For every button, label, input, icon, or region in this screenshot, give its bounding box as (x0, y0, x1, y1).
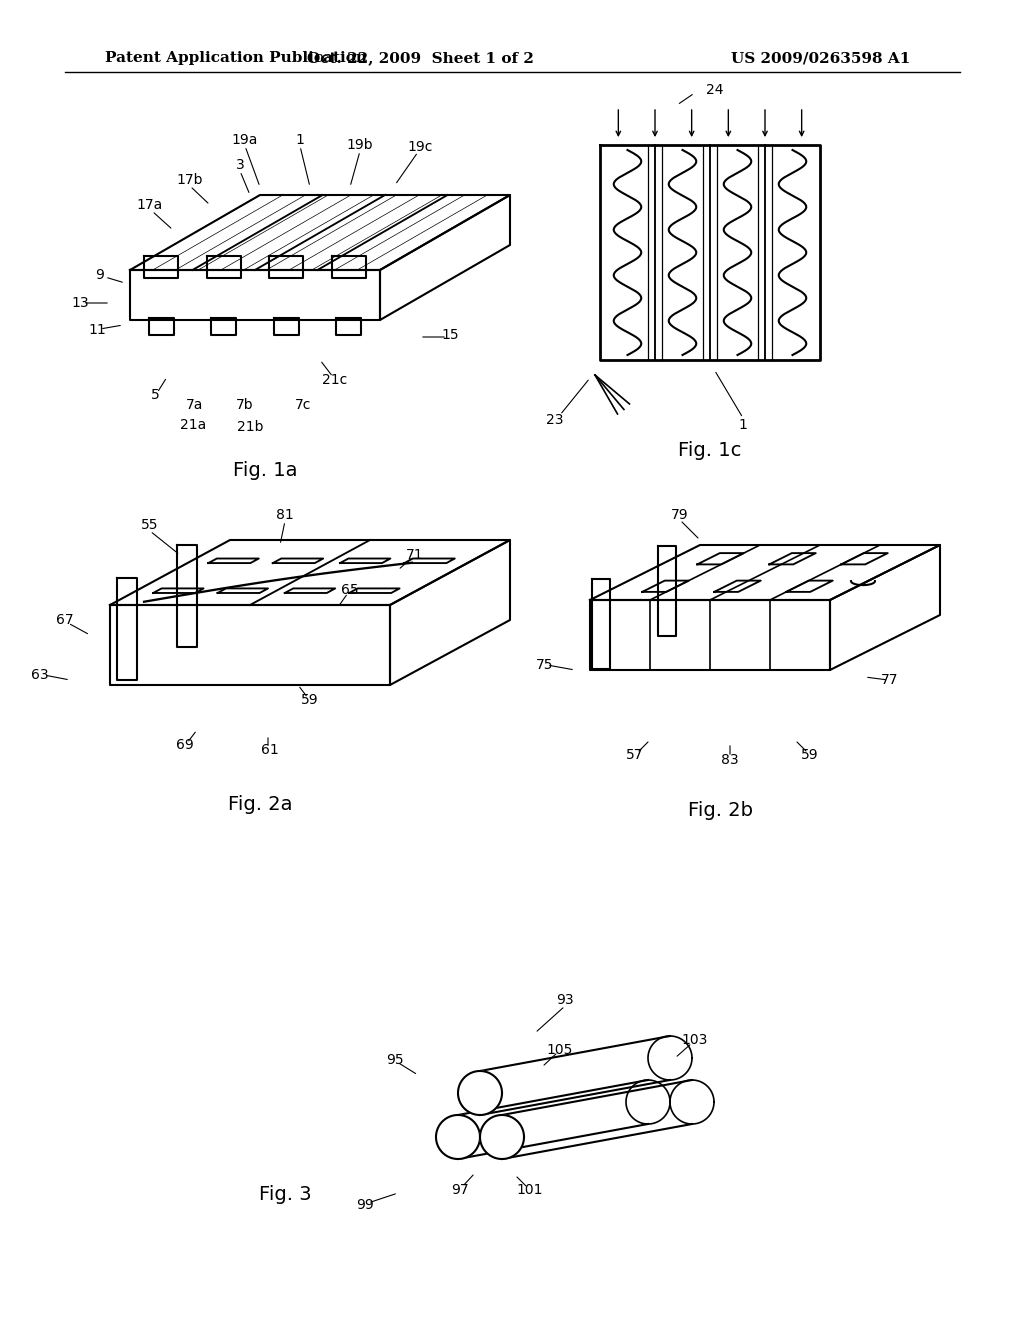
Text: Fig. 3: Fig. 3 (259, 1185, 311, 1204)
Text: 65: 65 (341, 583, 358, 597)
Text: 67: 67 (56, 612, 74, 627)
Text: 71: 71 (407, 548, 424, 562)
Text: 101: 101 (517, 1183, 544, 1197)
Text: 75: 75 (537, 657, 554, 672)
Text: 1: 1 (296, 133, 304, 147)
Text: 105: 105 (547, 1043, 573, 1057)
Text: 15: 15 (441, 327, 459, 342)
Text: 57: 57 (627, 748, 644, 762)
Text: 23: 23 (546, 413, 564, 426)
Text: 55: 55 (141, 517, 159, 532)
Text: 19c: 19c (408, 140, 433, 154)
Text: 81: 81 (276, 508, 294, 521)
Polygon shape (458, 1071, 502, 1115)
Text: 99: 99 (356, 1199, 374, 1212)
Text: 7a: 7a (186, 399, 204, 412)
Text: 1: 1 (738, 418, 748, 432)
Text: 103: 103 (682, 1034, 709, 1047)
Text: 61: 61 (261, 743, 279, 756)
Text: 13: 13 (72, 296, 89, 310)
Text: 3: 3 (236, 158, 245, 172)
Text: 19b: 19b (347, 139, 374, 152)
Text: Fig. 1a: Fig. 1a (232, 461, 297, 479)
Text: 83: 83 (721, 752, 738, 767)
Text: 97: 97 (452, 1183, 469, 1197)
Text: 69: 69 (176, 738, 194, 752)
Text: 7b: 7b (237, 399, 254, 412)
Text: 79: 79 (671, 508, 689, 521)
Text: 17a: 17a (137, 198, 163, 213)
Text: 95: 95 (386, 1053, 403, 1067)
Polygon shape (436, 1115, 480, 1159)
Text: Fig. 1c: Fig. 1c (678, 441, 741, 459)
Text: 24: 24 (706, 83, 723, 96)
Text: Patent Application Publication: Patent Application Publication (105, 51, 367, 65)
Text: Fig. 2b: Fig. 2b (687, 800, 753, 820)
Text: US 2009/0263598 A1: US 2009/0263598 A1 (731, 51, 910, 65)
Text: 21a: 21a (180, 418, 206, 432)
Text: 7c: 7c (295, 399, 311, 412)
Text: 21b: 21b (237, 420, 263, 434)
Text: 93: 93 (556, 993, 573, 1007)
Text: 19a: 19a (231, 133, 258, 147)
Text: 5: 5 (151, 388, 160, 403)
Text: 63: 63 (31, 668, 49, 682)
Polygon shape (480, 1115, 524, 1159)
Text: 17b: 17b (177, 173, 203, 187)
Text: 59: 59 (301, 693, 318, 708)
Text: Fig. 2a: Fig. 2a (227, 796, 292, 814)
Text: 59: 59 (801, 748, 819, 762)
Text: Oct. 22, 2009  Sheet 1 of 2: Oct. 22, 2009 Sheet 1 of 2 (306, 51, 534, 65)
Text: 11: 11 (88, 323, 105, 337)
Text: 77: 77 (882, 673, 899, 686)
Text: 9: 9 (95, 268, 104, 282)
Text: 21c: 21c (323, 374, 347, 387)
